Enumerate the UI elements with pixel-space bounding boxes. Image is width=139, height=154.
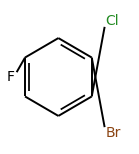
- Text: Cl: Cl: [106, 14, 119, 28]
- Text: Br: Br: [106, 126, 121, 140]
- Text: F: F: [7, 70, 15, 84]
